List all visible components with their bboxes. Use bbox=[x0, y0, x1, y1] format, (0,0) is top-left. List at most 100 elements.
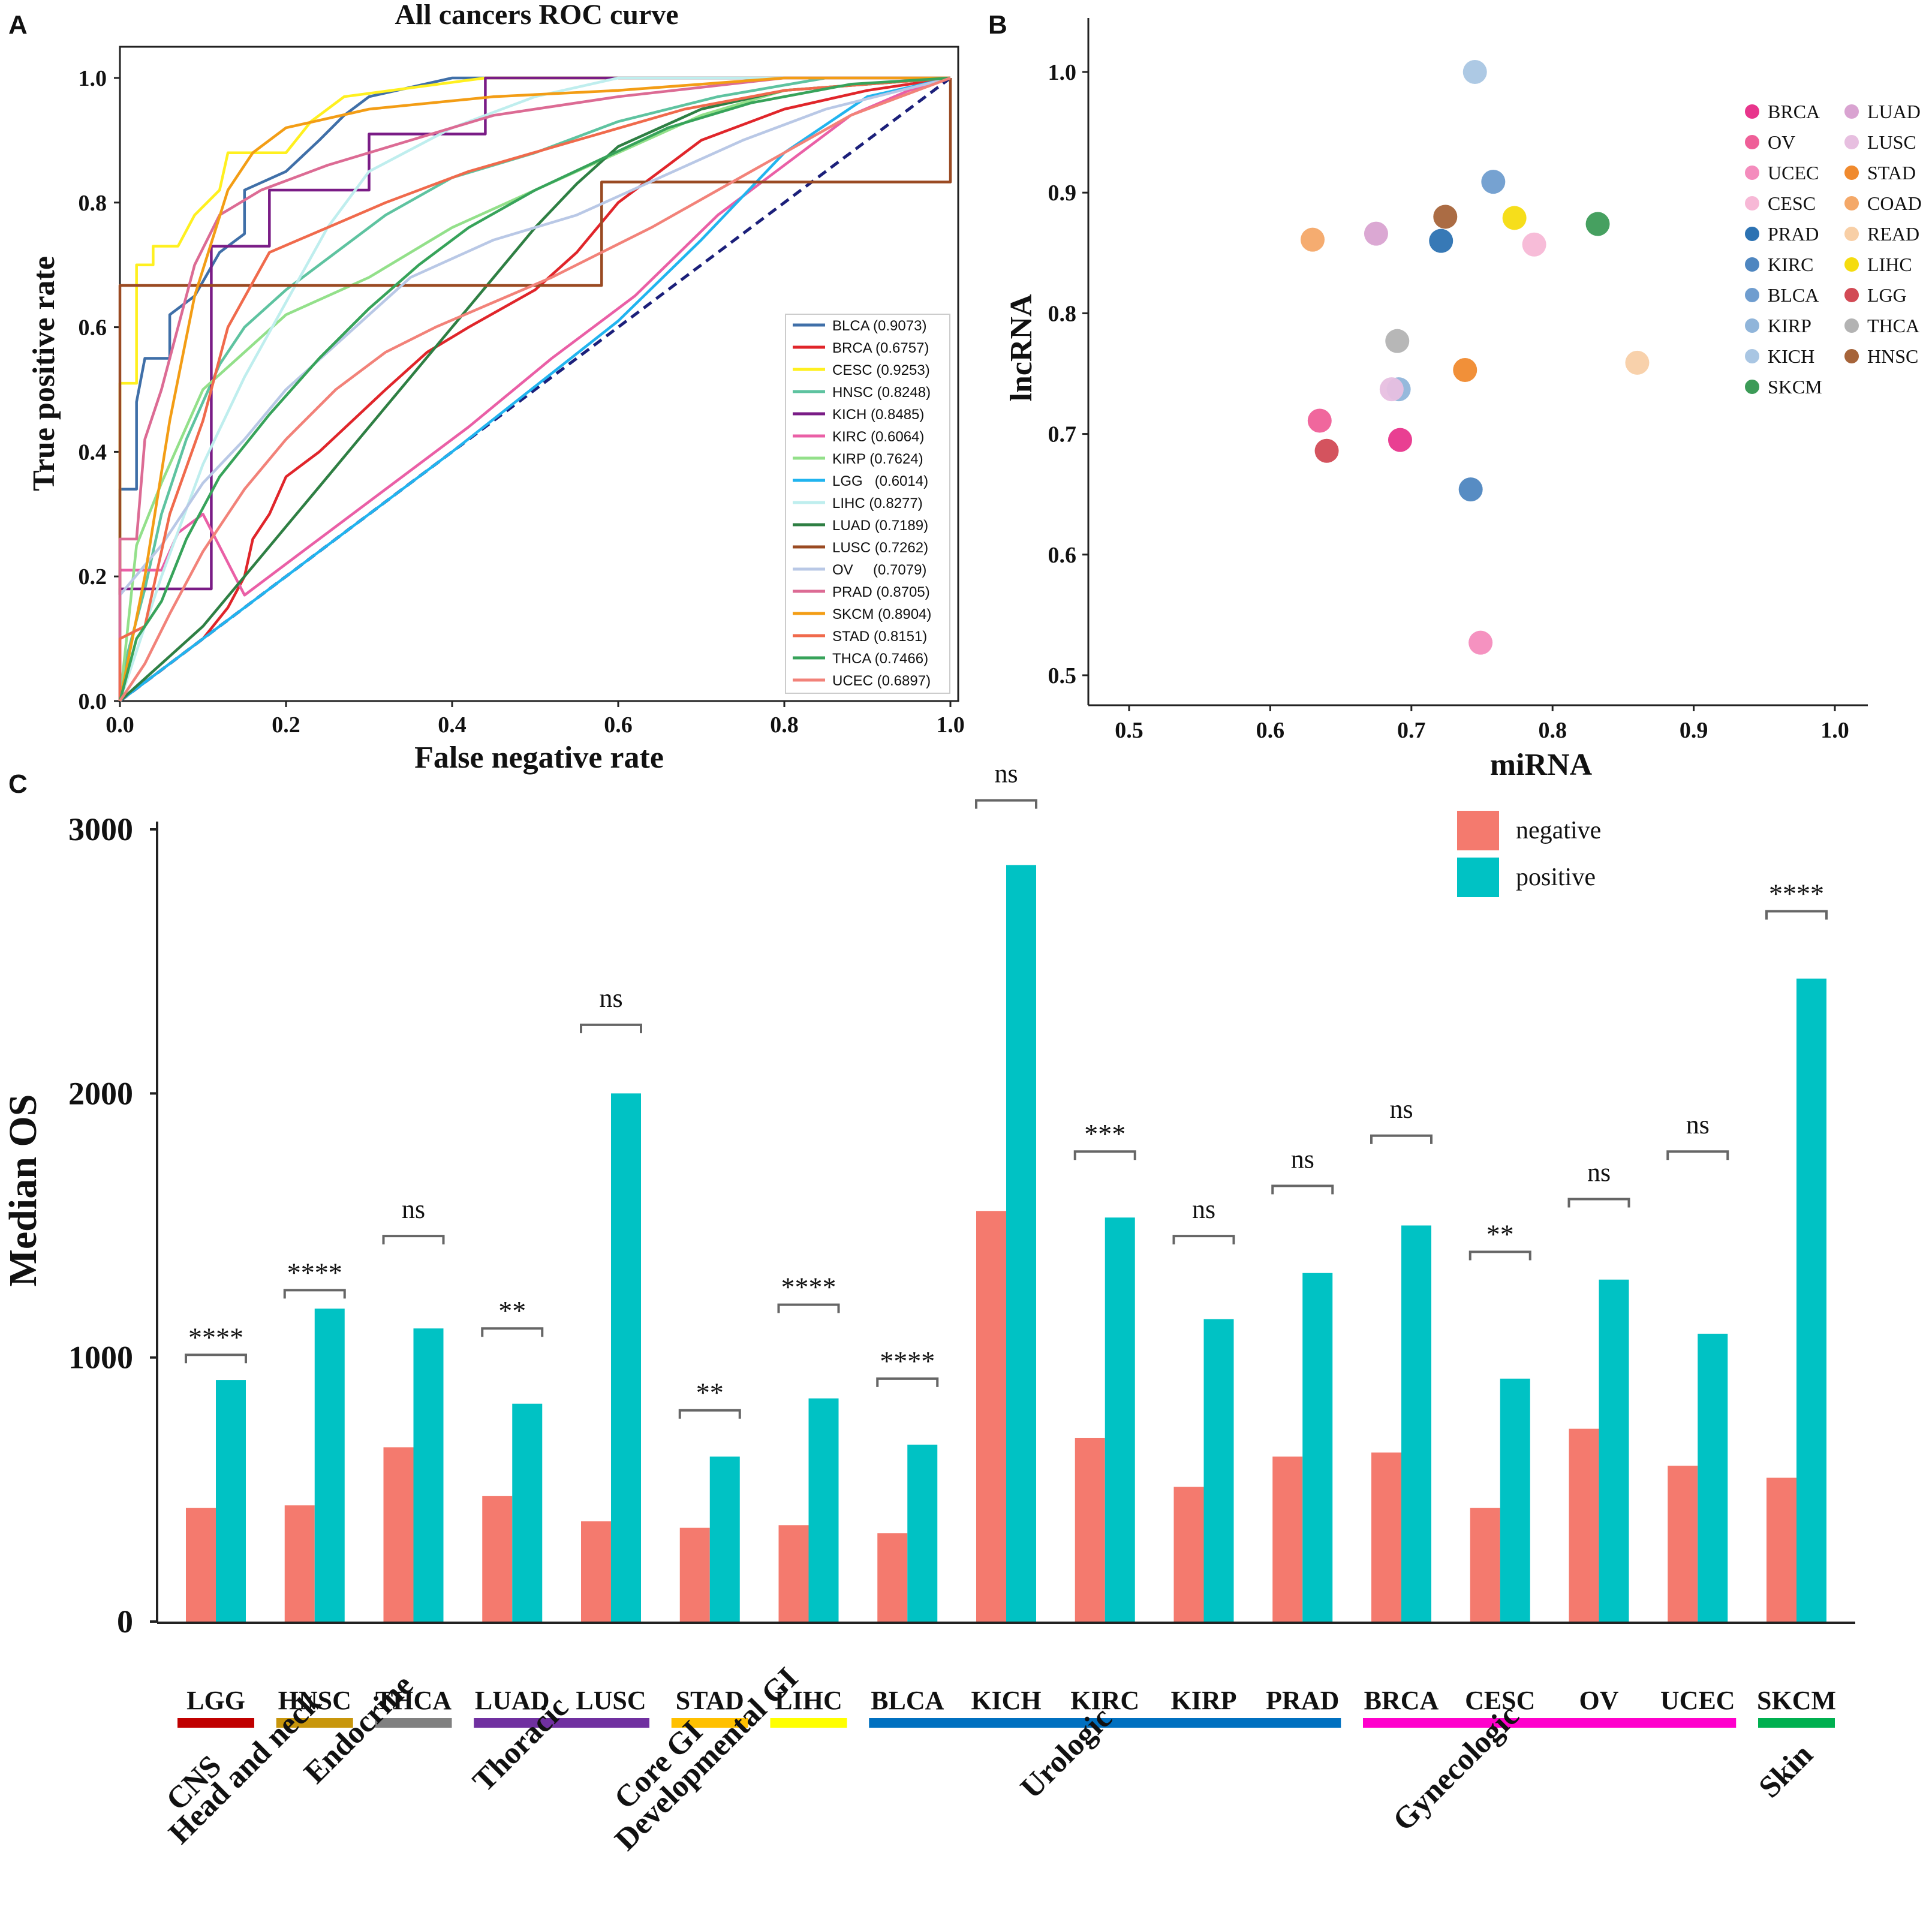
roc-x-tick-label: 0.8 bbox=[770, 712, 799, 738]
scatter-legend-dot-cesc bbox=[1745, 196, 1759, 210]
bar-ticks: 0 1000 2000 3000 bbox=[68, 811, 157, 1640]
bar-negative-kirp bbox=[1173, 1487, 1204, 1622]
scatter-legend-label-thca: THCA bbox=[1867, 315, 1919, 336]
scatter-legend-label-lusc: LUSC bbox=[1867, 131, 1916, 153]
bar-group-bar-endocrine bbox=[375, 1718, 452, 1728]
scatter-y-tick-label: 0.6 bbox=[1048, 543, 1077, 568]
bar-y-axis-title: Median OS bbox=[1, 1094, 45, 1287]
bar-sig-label-stad: ** bbox=[696, 1377, 724, 1408]
roc-y-tick-label: 1.0 bbox=[79, 66, 107, 91]
bar-category-label-prad: PRAD bbox=[1266, 1686, 1339, 1715]
bar-positive-ucec bbox=[1698, 1334, 1728, 1622]
bar-category-label-kich: KICH bbox=[971, 1686, 1041, 1715]
bar-sig-label-lgg: **** bbox=[188, 1322, 243, 1352]
bar-group-bar-developmental-gi bbox=[770, 1718, 847, 1728]
scatter-x-tick-label: 0.5 bbox=[1115, 718, 1143, 743]
roc-x-tick-label: 0.0 bbox=[106, 712, 134, 738]
bar-positive-skcm bbox=[1796, 978, 1826, 1622]
scatter-point-skcm bbox=[1585, 212, 1610, 236]
bar-sig-bracket-ucec bbox=[1666, 1150, 1729, 1160]
scatter-legend-dot-coad bbox=[1844, 196, 1859, 210]
bar-y-tick-label: 1000 bbox=[68, 1340, 133, 1376]
scatter-point-lihc bbox=[1502, 206, 1527, 230]
scatter-legend-label-blca: BLCA bbox=[1768, 284, 1819, 306]
bar-category-label-lihc: LIHC bbox=[775, 1686, 842, 1715]
bar-negative-ov bbox=[1569, 1428, 1599, 1622]
roc-y-tick-label: 0.6 bbox=[79, 315, 107, 341]
roc-legend-label-lihc: LIHC (0.8277) bbox=[832, 495, 923, 512]
scatter-legend-dot-read bbox=[1844, 227, 1859, 241]
scatter-legend-dot-kirc bbox=[1745, 257, 1759, 272]
roc-title: All cancers ROC curve bbox=[395, 0, 678, 31]
bar-positive-brca bbox=[1401, 1225, 1431, 1622]
scatter-x-tick-label: 0.9 bbox=[1680, 718, 1708, 743]
scatter-y-tick-label: 0.5 bbox=[1048, 663, 1077, 688]
roc-x-axis-title: False negative rate bbox=[414, 741, 664, 775]
scatter-x-axis-title: miRNA bbox=[1490, 748, 1593, 782]
bar-negative-stad bbox=[679, 1527, 710, 1622]
scatter-legend-dot-kirp bbox=[1745, 318, 1759, 333]
bar-negative-lgg bbox=[186, 1508, 216, 1622]
scatter-y-tick-label: 1.0 bbox=[1048, 60, 1077, 85]
roc-legend-label-stad: STAD (0.8151) bbox=[832, 628, 927, 645]
scatter-chart: 0.5 0.6 0.7 0.8 0.9 1.0 0.5 0.6 0.7 0.8 0.9 1.0 miR… bbox=[1004, 18, 1922, 782]
scatter-legend-label-kirp: KIRP bbox=[1768, 315, 1811, 336]
bar-sig-bracket-stad bbox=[678, 1409, 741, 1419]
bar-positive-thca bbox=[413, 1328, 444, 1622]
bar-sig-label-prad: ns bbox=[1291, 1144, 1314, 1174]
bar-positive-lihc bbox=[808, 1398, 839, 1622]
panel-letter-a: A bbox=[8, 10, 28, 40]
bar-group-bar-gynecologic bbox=[1363, 1718, 1737, 1728]
roc-curve-ov bbox=[118, 76, 951, 701]
bar-sig-label-kirc: *** bbox=[1084, 1118, 1126, 1149]
panel-letter-b: B bbox=[988, 10, 1007, 40]
bar-negative-kirc bbox=[1075, 1437, 1105, 1622]
scatter-legend-dot-lgg bbox=[1844, 288, 1859, 302]
scatter-legend-dot-lihc bbox=[1844, 257, 1859, 272]
bar-positive-kirc bbox=[1105, 1217, 1135, 1622]
bar-legend-swatch-positive bbox=[1457, 858, 1499, 897]
scatter-legend-dot-stad bbox=[1844, 166, 1859, 180]
bar-positive-hnsc bbox=[314, 1309, 345, 1622]
scatter-y-tick-label: 0.9 bbox=[1048, 181, 1077, 206]
roc-x-tick-label: 0.6 bbox=[604, 712, 633, 738]
bar-legend: negative positive bbox=[1457, 811, 1601, 897]
scatter-point-hnsc bbox=[1433, 204, 1458, 229]
bar-category-labels: LGG HNSC THCA LUAD LUSC STAD LIHC BLCA KICH KIRC K… bbox=[186, 1686, 1836, 1715]
bar-negative-blca bbox=[877, 1533, 908, 1622]
bar-category-label-cesc: CESC bbox=[1465, 1686, 1535, 1715]
roc-legend-label-lusc: LUSC (0.7262) bbox=[832, 540, 928, 556]
bar-sig-label-ucec: ns bbox=[1686, 1110, 1710, 1139]
roc-legend-label-blca: BLCA (0.9073) bbox=[832, 318, 926, 334]
bar-sig-label-luad: ** bbox=[498, 1295, 526, 1326]
roc-legend-label-kirc: KIRC (0.6064) bbox=[832, 429, 924, 445]
bar-group-bar-thoracic bbox=[474, 1718, 649, 1728]
bar-group-bar-head-and-neck bbox=[276, 1718, 353, 1728]
scatter-legend-dot-lusc bbox=[1844, 135, 1859, 149]
scatter-legend-label-ov: OV bbox=[1768, 131, 1795, 153]
bar-negative-ucec bbox=[1668, 1466, 1698, 1622]
bar-sig-bracket-brca bbox=[1370, 1134, 1433, 1144]
panel-letter-c: C bbox=[8, 769, 28, 799]
scatter-legend-label-brca: BRCA bbox=[1768, 101, 1820, 122]
bar-sig-bracket-lihc bbox=[777, 1303, 840, 1313]
bar-negative-luad bbox=[482, 1496, 513, 1622]
bar-sig-label-cesc: ** bbox=[1486, 1219, 1514, 1250]
bar-legend-swatch-negative bbox=[1457, 811, 1499, 850]
bar-group-label-urologic: Urologic bbox=[1014, 1701, 1118, 1805]
scatter-legend-label-coad: COAD bbox=[1867, 193, 1922, 214]
bar-sig-label-thca: ns bbox=[402, 1195, 425, 1224]
scatter-y-axis-title: lncRNA bbox=[1004, 294, 1039, 402]
scatter-legend-label-prad: PRAD bbox=[1768, 223, 1819, 245]
roc-curve-blca bbox=[118, 76, 950, 701]
scatter-x-tick-label: 0.7 bbox=[1397, 718, 1426, 743]
scatter-point-cesc bbox=[1522, 232, 1546, 257]
bar-group-label-skin: Skin bbox=[1752, 1737, 1819, 1804]
scatter-point-prad bbox=[1429, 228, 1453, 253]
scatter-point-read bbox=[1625, 350, 1650, 375]
scatter-legend-label-ucec: UCEC bbox=[1768, 162, 1819, 184]
bar-legend-label-positive: positive bbox=[1516, 864, 1596, 891]
roc-curve-cesc bbox=[118, 76, 950, 701]
bar-sig-bracket-thca bbox=[382, 1235, 445, 1245]
